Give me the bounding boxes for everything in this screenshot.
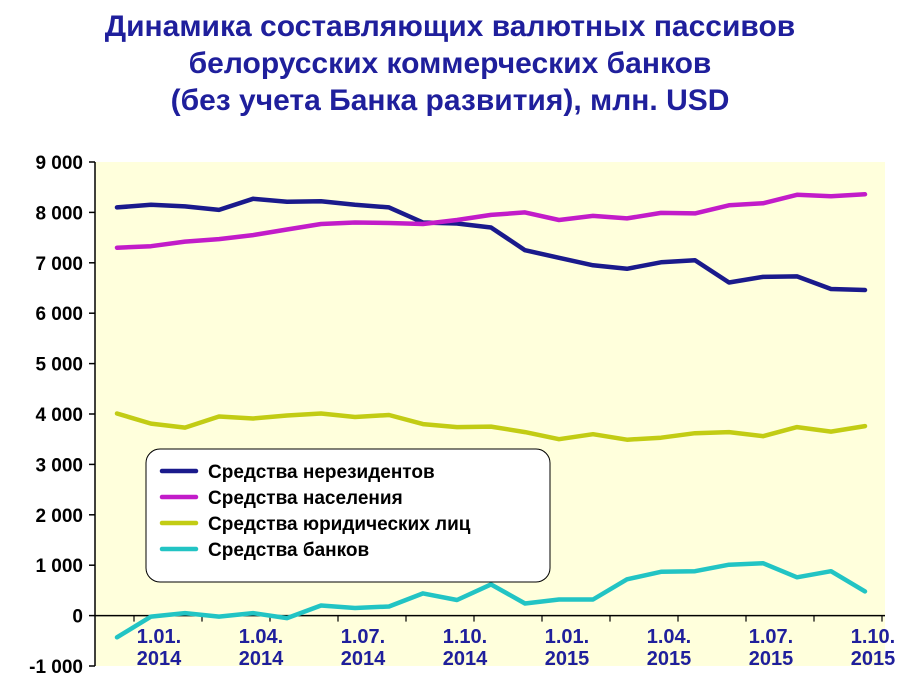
y-tick-label: 1 000 [35,556,83,577]
y-tick-label: 5 000 [35,355,83,376]
x-tick-label: 1.01. [137,626,181,648]
y-tick-label: -1 000 [29,657,83,678]
chart-title: Динамика составляющих валютных пассивов … [0,8,900,119]
y-tick-label: 3 000 [35,455,83,476]
x-tick-label: 1.04. [239,626,283,648]
chart-title-line-1: Динамика составляющих валютных пассивов [104,10,796,43]
y-tick-label: 2 000 [35,506,83,527]
series-group [114,192,868,640]
legend-entry: Средства юридических лиц [208,514,471,535]
x-tick-label: 1.01. [545,626,589,648]
y-tick-label: 6 000 [35,304,83,325]
x-tick-label: 1.10. [443,626,487,648]
x-tick-label: 1.04. [647,626,691,648]
x-tick-label-year: 2014 [137,648,182,670]
legend-entry: Средства банков [208,540,369,561]
x-tick-label-year: 2014 [443,648,488,670]
y-tick-label: 4 000 [35,405,83,426]
x-tick-label: 1.07. [749,626,793,648]
legend-entry: Средства населения [208,488,403,509]
series-line-2 [114,192,868,250]
y-tick-label: 7 000 [35,254,83,275]
chart-title-line-2: белорусских коммерческих банков [188,47,712,80]
axes: -1 000 0 1 000 2 000 3 000 4 000 5 000 6 000 7 0… [29,153,895,678]
legend-box [145,448,551,583]
x-tick-label-year: 2015 [647,648,692,670]
y-tick-label: 0 [72,607,83,628]
x-tick-label: 1.07. [341,626,385,648]
x-tick-label-year: 2015 [851,648,896,670]
x-tick-label-year: 2015 [749,648,794,670]
series-line-3 [114,411,868,442]
x-tick-label-year: 2015 [545,648,590,670]
legend-entry: Средства нерезидентов [208,462,435,483]
y-tick-label: 9 000 [35,153,83,174]
y-tick-label: 8 000 [35,203,83,224]
legend: Средства нерезидентов Средства населения С… [145,448,551,583]
chart-title-line-3: (без учета Банка развития), млн. USD [170,84,730,117]
x-tick-label: 1.10. [851,626,895,648]
x-tick-label-year: 2014 [341,648,386,670]
x-tick-label-year: 2014 [239,648,284,670]
series-line-1 [114,196,868,293]
series-line-4 [114,560,868,640]
